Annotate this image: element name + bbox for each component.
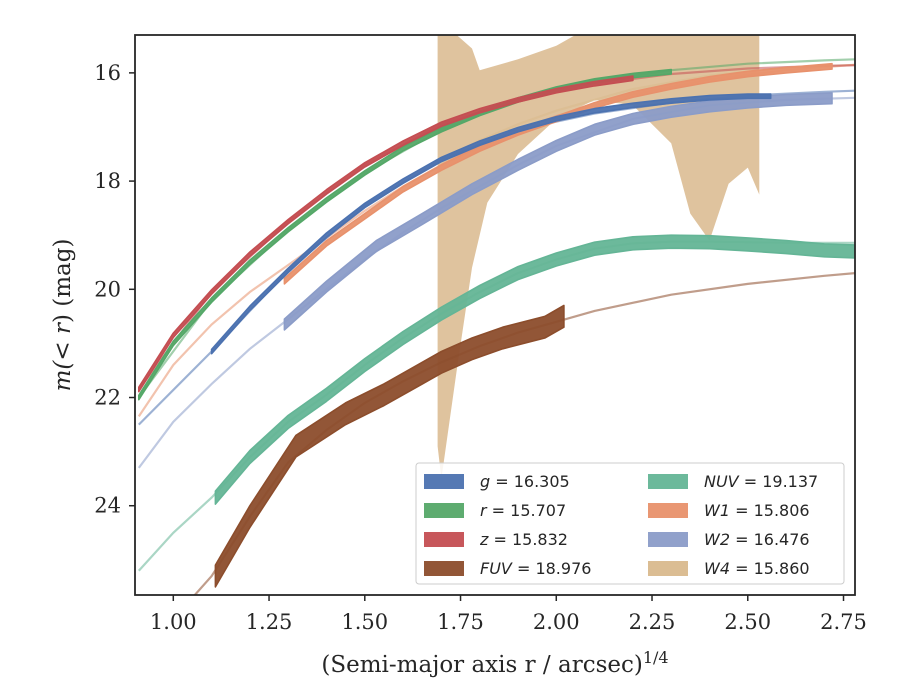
y-tick-label: 22 <box>94 386 121 410</box>
x-tick-label: 1.00 <box>150 610 197 634</box>
legend-swatch <box>424 561 464 576</box>
y-ticks: 16 18 20 22 24 <box>94 61 135 518</box>
y-axis-label: m(< r) (mag) <box>50 239 76 392</box>
series-r-band <box>138 68 672 401</box>
legend-item-w1: W1 = 15.806 <box>648 501 810 520</box>
legend-label: r = 15.707 <box>480 501 566 520</box>
series-z-band <box>138 75 634 393</box>
legend-label-value: = 16.305 <box>490 472 570 491</box>
y-tick-label: 20 <box>94 277 121 301</box>
x-tick-label: 2.00 <box>533 610 580 634</box>
x-tick-label: 2.50 <box>724 610 771 634</box>
plot-content <box>137 35 855 595</box>
y-axis-label-mid: < r <box>50 321 76 361</box>
y-tick-label: 18 <box>94 169 121 193</box>
legend-label-symbol: FUV <box>480 559 513 578</box>
series-w4-band <box>437 35 760 479</box>
legend-swatch <box>648 561 688 576</box>
legend-label-symbol: NUV <box>704 472 740 491</box>
x-tick-label: 2.25 <box>629 610 676 634</box>
legend-label-value: = 19.137 <box>739 472 819 491</box>
legend-label-value: = 15.707 <box>487 501 567 520</box>
legend-label: FUV = 18.976 <box>480 559 591 578</box>
legend-label-symbol: r <box>480 501 488 520</box>
legend-label-value: = 15.860 <box>730 559 810 578</box>
legend-swatch <box>424 503 464 518</box>
legend-item-r: r = 15.707 <box>424 501 566 520</box>
x-axis-label: (Semi-major axis r / arcsec)1/4 <box>321 648 668 678</box>
legend-swatch <box>424 532 464 547</box>
x-ticks: 1.00 1.25 1.50 1.75 2.00 2.25 2.50 2.75 <box>150 595 867 634</box>
legend-label-symbol: z <box>479 530 489 549</box>
legend-frame <box>415 462 845 585</box>
plot-frame <box>134 34 856 596</box>
y-tick-label: 16 <box>94 61 121 85</box>
legend-label: W2 = 16.476 <box>704 530 810 549</box>
series-w2-band <box>283 92 833 331</box>
y-tick-label: 24 <box>94 494 121 518</box>
series-g-band <box>210 93 772 355</box>
y-axis-label-pre: m( <box>50 360 76 392</box>
legend-item-fuv: FUV = 18.976 <box>424 559 591 578</box>
x-tick-label: 1.75 <box>437 610 484 634</box>
legend-swatch <box>648 503 688 518</box>
y-axis-label-post: ) (mag) <box>50 239 76 323</box>
x-axis-label-main: (Semi-major axis r / arcsec) <box>321 652 642 678</box>
legend-label-value: = 18.976 <box>512 559 592 578</box>
series-fuv-band <box>214 304 565 588</box>
series-nuv-band <box>214 234 855 505</box>
legend-label-value: = 15.806 <box>730 501 810 520</box>
legend-label-symbol: W2 <box>704 530 730 549</box>
legend-label: z = 15.832 <box>479 530 568 549</box>
legend-swatch <box>648 532 688 547</box>
legend-label-value: = 15.832 <box>488 530 568 549</box>
legend-item-w2: W2 = 16.476 <box>648 530 810 549</box>
x-tick-label: 1.25 <box>246 610 293 634</box>
legend-swatch <box>424 474 464 489</box>
legend-swatch <box>648 474 688 489</box>
legend-label-symbol: W1 <box>704 501 730 520</box>
x-tick-label: 1.50 <box>341 610 388 634</box>
x-axis-label-exponent: 1/4 <box>643 648 669 667</box>
x-tick-label: 2.75 <box>820 610 867 634</box>
legend-item-w4: W4 = 15.860 <box>648 559 810 578</box>
legend-item-z: z = 15.832 <box>424 530 568 549</box>
legend-label-symbol: W4 <box>704 559 730 578</box>
legend-label: W4 = 15.860 <box>704 559 810 578</box>
legend-label: g = 16.305 <box>480 472 570 491</box>
legend-label: NUV = 19.137 <box>704 472 818 491</box>
legend-item-nuv: NUV = 19.137 <box>648 472 818 491</box>
legend-label-symbol: g <box>480 472 490 491</box>
legend-item-g: g = 16.305 <box>424 472 570 491</box>
legend-label-value: = 16.476 <box>730 530 810 549</box>
legend-label: W1 = 15.806 <box>704 501 810 520</box>
